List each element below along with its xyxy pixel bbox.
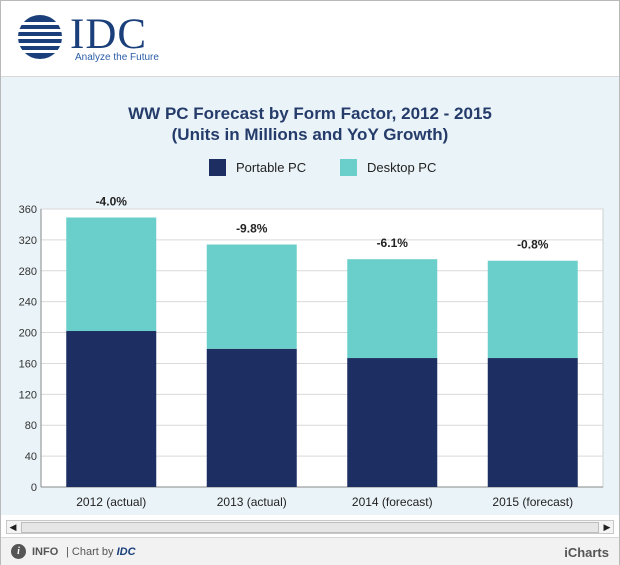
growth-label: -9.8% [236,222,268,236]
growth-label: -6.1% [377,236,409,250]
bar-desktop [487,260,578,359]
scroll-right-icon[interactable]: ▶ [603,522,611,532]
y-tick-label: 40 [25,451,37,463]
idc-logo[interactable]: IDC Analyze the Future [15,11,215,68]
y-tick-label: 280 [19,266,37,278]
legend-label-portable: Portable PC [236,160,307,175]
y-tick-label: 0 [31,482,37,494]
bar-portable [487,358,578,487]
bar-portable [66,331,157,487]
growth-label: -0.8% [517,238,549,252]
bar-portable [206,348,297,487]
x-tick-label: 2012 (actual) [76,495,146,509]
logo-tagline: Analyze the Future [75,52,159,63]
bar-portable [347,358,438,487]
horizontal-scrollbar[interactable]: ◀ ▶ [6,520,614,534]
y-tick-label: 200 [19,328,37,340]
bar-desktop [66,217,157,332]
y-tick-label: 120 [19,389,37,401]
footer: i INFO | Chart by IDC iCharts [1,537,619,565]
y-tick-label: 160 [19,358,37,370]
logo-name: IDC [70,11,148,58]
chart-by-credit: | Chart by IDC [66,546,136,558]
growth-label: -4.0% [96,194,128,208]
y-tick-label: 360 [19,204,37,216]
x-tick-label: 2014 (forecast) [352,495,433,509]
legend-swatch-desktop [340,159,357,176]
bar-desktop [347,259,438,359]
chart-by-label: | Chart by [66,546,114,558]
globe-icon [15,15,65,59]
chart-by-brand[interactable]: IDC [116,546,136,558]
bar-desktop [206,244,297,349]
icharts-link[interactable]: iCharts [564,545,609,560]
y-tick-label: 240 [19,297,37,309]
chart-title: WW PC Forecast by Form Factor, 2012 - 20… [128,104,492,123]
info-icon[interactable]: i [11,544,26,559]
x-tick-label: 2013 (actual) [217,495,287,509]
x-tick-label: 2015 (forecast) [492,495,573,509]
y-tick-label: 320 [19,235,37,247]
legend-swatch-portable [209,159,226,176]
scroll-left-icon[interactable]: ◀ [9,522,17,532]
header: IDC Analyze the Future [1,1,619,77]
chart-subtitle: (Units in Millions and YoY Growth) [171,125,449,144]
bar-chart: 0 40 80 120 160 200 240 280 320 360 -4.0% 2012 (act… [19,194,604,509]
info-link[interactable]: INFO [32,546,59,558]
scroll-thumb[interactable] [21,522,599,533]
y-tick-label: 80 [25,420,37,432]
legend-label-desktop: Desktop PC [367,160,437,175]
